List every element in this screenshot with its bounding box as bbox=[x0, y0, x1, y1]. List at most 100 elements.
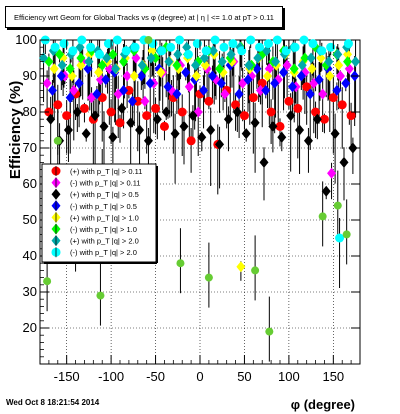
data-point bbox=[246, 35, 256, 45]
x-tick-label: 0 bbox=[196, 369, 203, 384]
data-point bbox=[124, 85, 134, 95]
data-point bbox=[42, 77, 52, 89]
data-point bbox=[151, 103, 161, 113]
data-point bbox=[191, 70, 201, 82]
data-point bbox=[127, 95, 137, 107]
data-point bbox=[255, 42, 265, 52]
legend-label: (+) with p_T |q| > 0.11 bbox=[70, 167, 142, 176]
data-point bbox=[327, 167, 337, 179]
legend-label: (-) with p_T |q| > 0.5 bbox=[70, 202, 137, 211]
data-point bbox=[95, 49, 105, 59]
data-point bbox=[112, 35, 122, 45]
data-point bbox=[255, 84, 265, 96]
data-point bbox=[106, 107, 116, 117]
data-point bbox=[234, 88, 244, 100]
data-point bbox=[86, 42, 96, 52]
legend-label: (+) with p_T |q| > 1.0 bbox=[70, 213, 139, 222]
data-point bbox=[177, 107, 187, 117]
data-point bbox=[231, 100, 241, 110]
data-point bbox=[143, 135, 153, 147]
data-point bbox=[290, 42, 300, 52]
data-point bbox=[343, 39, 353, 49]
legend-label: (+) with p_T |q| > 0.5 bbox=[70, 190, 139, 199]
data-point bbox=[215, 138, 225, 150]
data-point bbox=[159, 121, 169, 131]
data-point bbox=[282, 59, 292, 71]
data-point bbox=[129, 70, 139, 82]
y-tick-label: 30 bbox=[23, 284, 37, 299]
data-point bbox=[55, 48, 65, 60]
data-point bbox=[157, 46, 167, 56]
data-point bbox=[74, 77, 84, 89]
legend-label: (-) with p_T |q| > 0.11 bbox=[70, 179, 141, 188]
data-point bbox=[56, 70, 66, 82]
data-point bbox=[130, 42, 140, 52]
data-point bbox=[206, 124, 216, 136]
data-point bbox=[117, 102, 127, 114]
outlier-point bbox=[204, 273, 213, 282]
data-point bbox=[314, 74, 324, 86]
x-tick-label: 100 bbox=[278, 369, 300, 384]
data-point bbox=[226, 48, 236, 60]
data-point bbox=[306, 52, 316, 64]
data-point bbox=[296, 70, 306, 82]
data-point bbox=[216, 77, 226, 89]
data-point bbox=[163, 81, 173, 93]
x-tick-label: -50 bbox=[146, 369, 165, 384]
data-point bbox=[311, 107, 321, 117]
x-tick-label: 50 bbox=[237, 369, 251, 384]
data-point bbox=[263, 39, 273, 49]
y-tick-label: 100 bbox=[15, 32, 37, 47]
data-point bbox=[268, 120, 278, 132]
data-point bbox=[228, 39, 238, 49]
data-point bbox=[293, 103, 303, 113]
data-point bbox=[191, 59, 201, 71]
y-tick-label: 70 bbox=[23, 140, 37, 155]
axes: -150 -100 -50 0 50 100 150 20 30 40 50 60 70 80 90 100 bbox=[15, 32, 361, 384]
data-point bbox=[186, 136, 196, 146]
data-point bbox=[49, 63, 59, 75]
outlier-point bbox=[96, 291, 105, 300]
data-point bbox=[272, 35, 282, 45]
data-point bbox=[145, 77, 155, 89]
data-point bbox=[97, 59, 107, 71]
data-point bbox=[275, 121, 285, 131]
data-point bbox=[263, 70, 273, 82]
data-point bbox=[119, 56, 129, 68]
data-point bbox=[204, 96, 214, 106]
data-point bbox=[259, 156, 269, 168]
data-point bbox=[307, 63, 317, 75]
data-point bbox=[76, 59, 86, 71]
data-point bbox=[99, 120, 109, 132]
data-point bbox=[266, 107, 276, 117]
data-point bbox=[277, 131, 287, 143]
data-point bbox=[121, 46, 131, 56]
data-point bbox=[183, 49, 193, 59]
data-point bbox=[81, 128, 91, 140]
y-tick-label: 90 bbox=[23, 68, 37, 83]
data-point bbox=[102, 52, 112, 64]
data-point bbox=[126, 117, 136, 129]
data-point bbox=[69, 84, 79, 96]
data-point bbox=[142, 111, 152, 121]
y-tick-label: 80 bbox=[23, 104, 37, 119]
data-point bbox=[303, 135, 313, 147]
data-point bbox=[137, 59, 147, 71]
data-point bbox=[241, 128, 251, 140]
data-point bbox=[305, 88, 315, 100]
data-point bbox=[46, 113, 56, 125]
data-point bbox=[188, 110, 198, 122]
data-point bbox=[279, 66, 289, 78]
data-point bbox=[62, 111, 72, 121]
data-point bbox=[324, 56, 334, 68]
data-point bbox=[172, 59, 182, 71]
data-point bbox=[284, 96, 294, 106]
x-tick-label: 150 bbox=[322, 369, 344, 384]
y-tick-label: 60 bbox=[23, 176, 37, 191]
data-point bbox=[330, 128, 340, 140]
data-point bbox=[79, 103, 89, 113]
data-point bbox=[208, 45, 218, 57]
data-point bbox=[181, 66, 191, 78]
data-point bbox=[76, 52, 86, 64]
chart-title: Efficiency wrt Geom for Global Tracks vs… bbox=[5, 6, 283, 28]
